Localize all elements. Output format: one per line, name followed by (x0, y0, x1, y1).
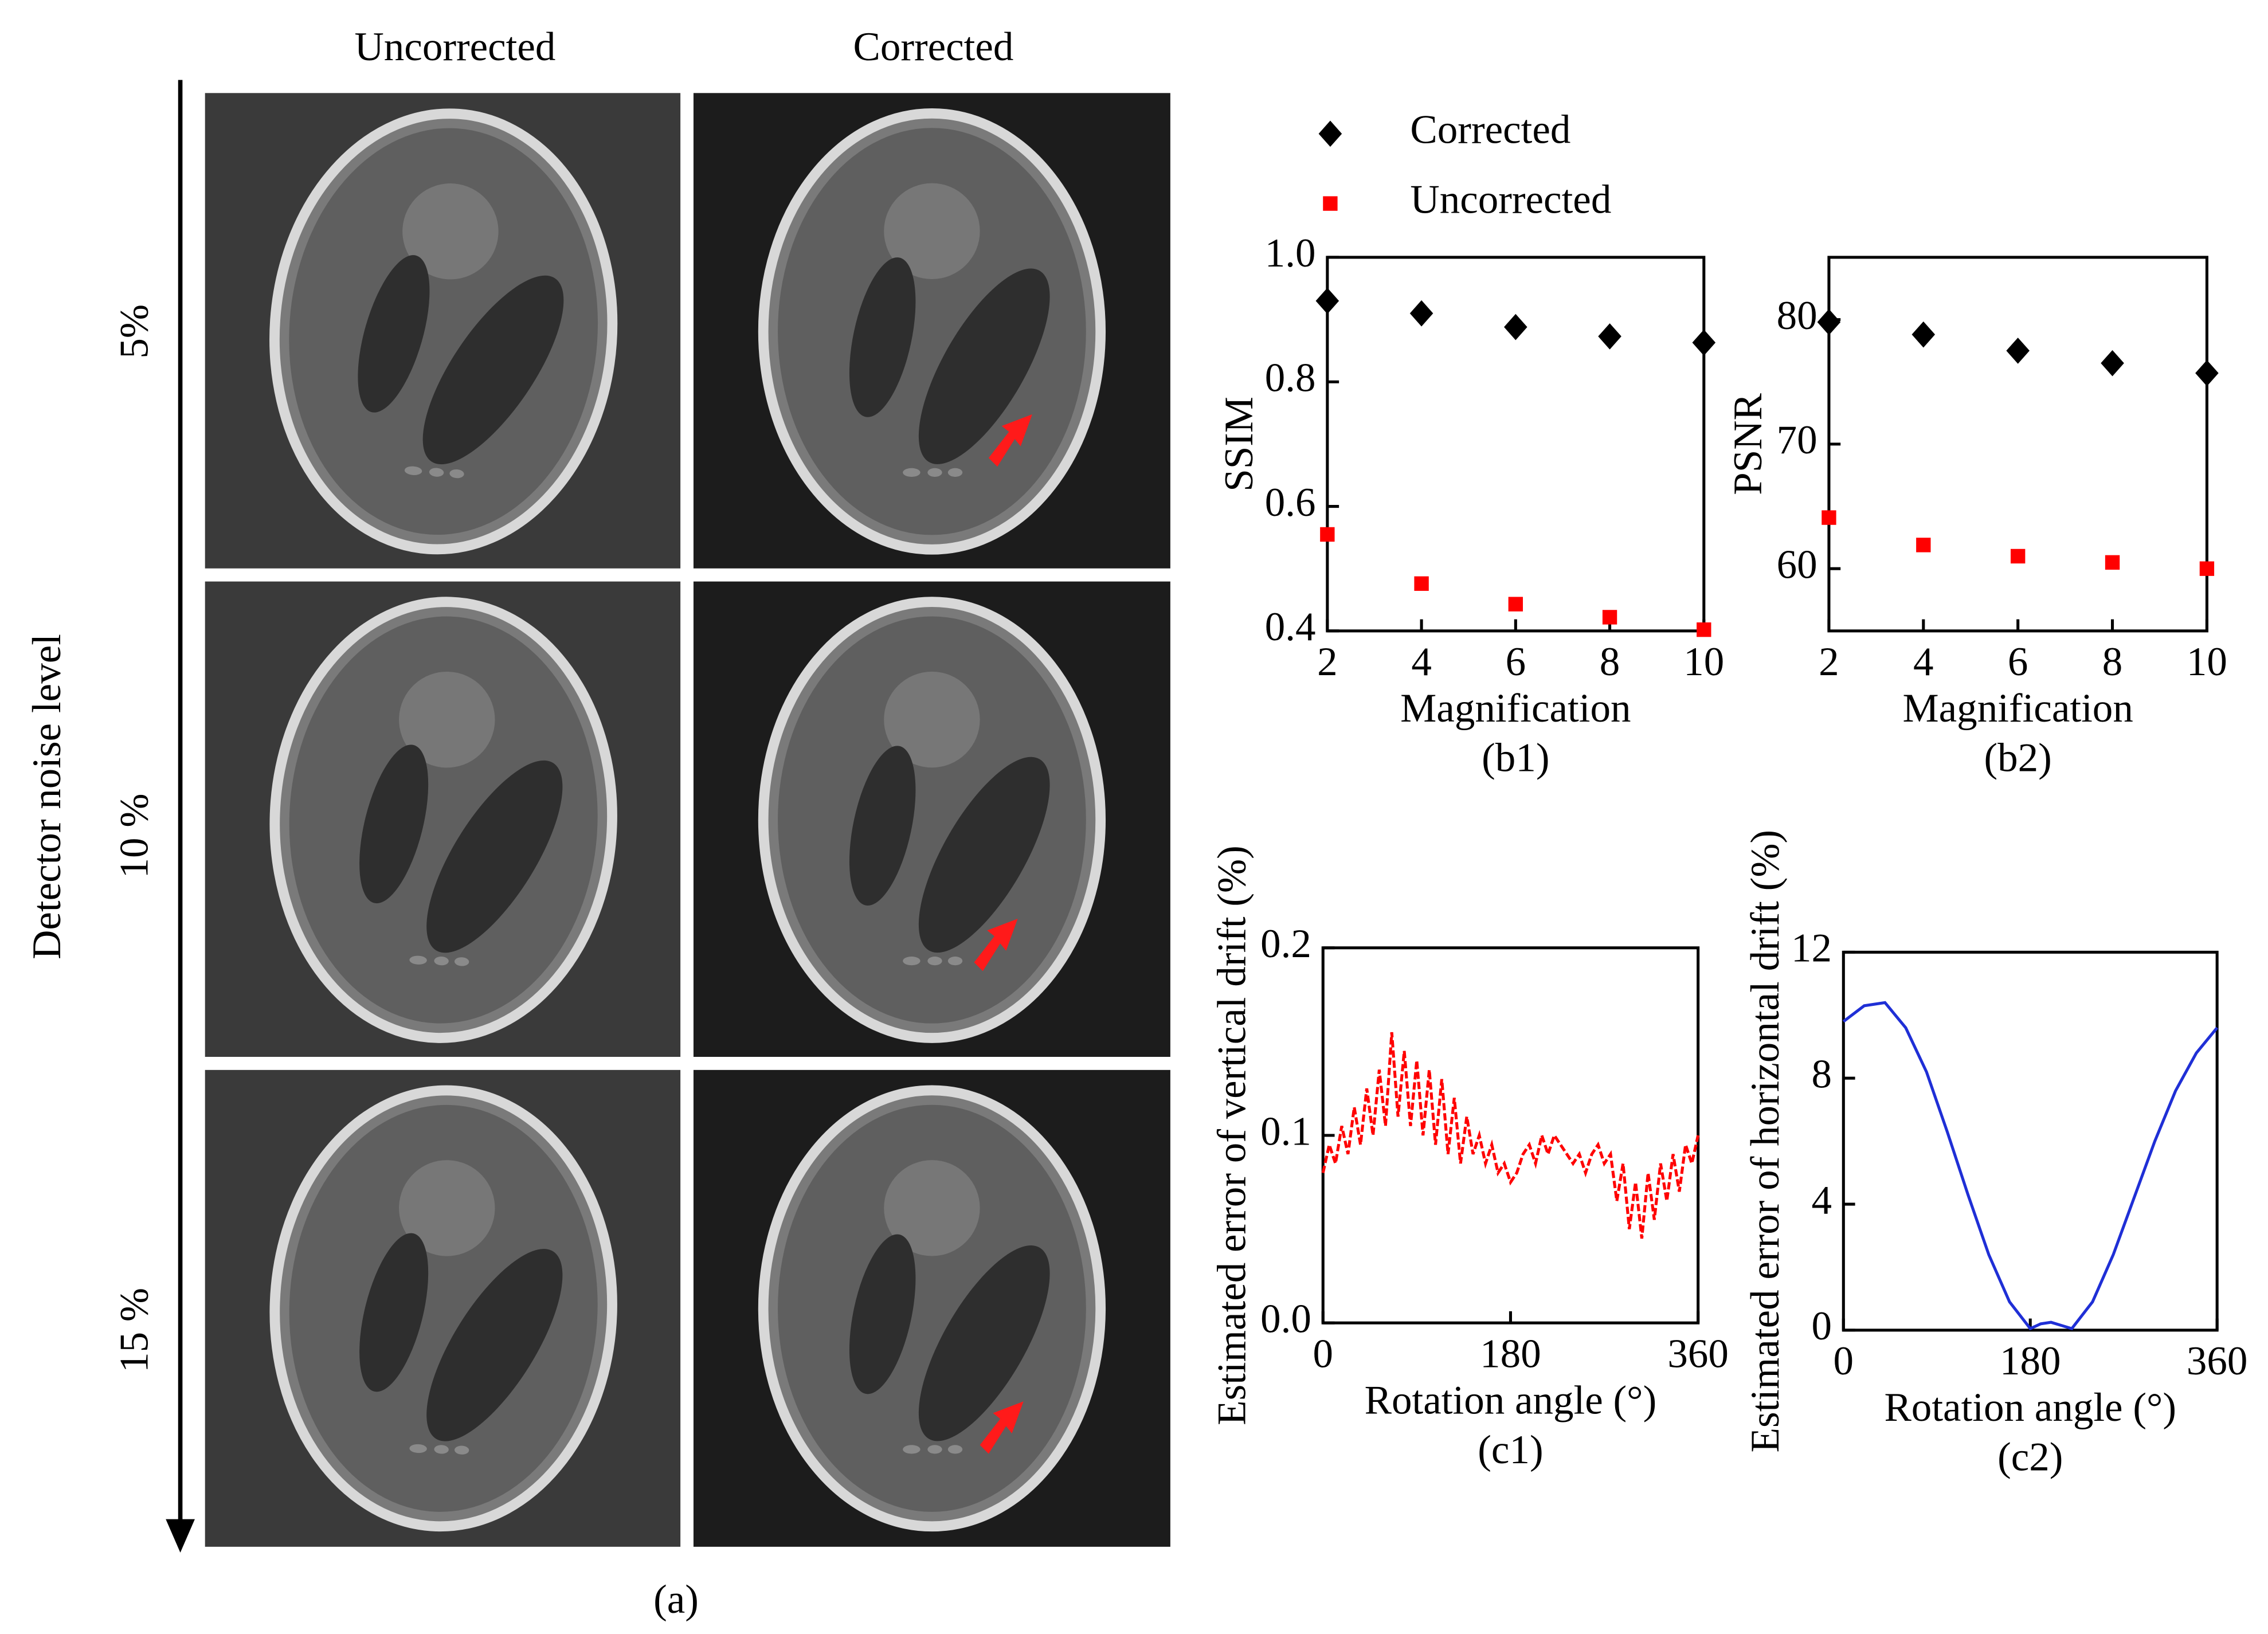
x-tick-label: 2 (1819, 640, 1839, 684)
x-tick-label: 0 (1313, 1331, 1333, 1376)
marker (2199, 561, 2215, 576)
x-tick-label: 360 (1667, 1331, 1729, 1376)
y-axis-label: SSIM (1217, 397, 1262, 492)
column-header: Uncorrected (355, 25, 556, 69)
y-tick-label: 0.8 (1265, 356, 1316, 401)
y-tick-label: 60 (1777, 542, 1817, 587)
panel-a-images (166, 80, 1170, 1553)
y-tick-label: 4 (1811, 1178, 1832, 1222)
x-tick-label: 2 (1317, 640, 1338, 684)
y-tick-label: 70 (1777, 418, 1817, 463)
x-tick-label: 4 (1411, 640, 1432, 684)
marker (1508, 597, 1523, 612)
column-header: Corrected (853, 25, 1013, 69)
axis-label: Detector noise level (25, 634, 69, 959)
marker (2101, 350, 2124, 377)
x-axis-label: Magnification (1400, 686, 1631, 731)
y-tick-label: 8 (1811, 1052, 1832, 1097)
marker (2010, 548, 2026, 564)
legend-marker (1323, 196, 1338, 211)
y-tick-label: 0.1 (1260, 1109, 1311, 1154)
x-axis-label: Rotation angle (°) (1365, 1378, 1657, 1423)
x-tick-label: 10 (2187, 640, 2227, 684)
y-tick-label: 0.6 (1265, 480, 1316, 525)
x-tick-label: 8 (1600, 640, 1620, 684)
row-label: 15 % (112, 1288, 156, 1373)
caption: (b1) (1482, 735, 1549, 780)
x-tick-label: 360 (2187, 1339, 2248, 1384)
line-series (1321, 1032, 1700, 1239)
caption: (c2) (1997, 1435, 2063, 1479)
x-tick-label: 8 (2102, 640, 2123, 684)
marker (1692, 329, 1716, 356)
x-tick-label: 10 (1683, 640, 1724, 684)
y-tick-label: 12 (1791, 926, 1832, 971)
x-tick-label: 6 (1506, 640, 1526, 684)
caption: (a) (653, 1577, 699, 1622)
row-label: 5% (112, 304, 156, 359)
marker (1817, 309, 1841, 335)
plot-frame (1321, 946, 1700, 1325)
y-axis-label: Estimated error of vertical drift (%) (1209, 845, 1254, 1425)
y-tick-label: 0.4 (1265, 605, 1316, 649)
marker (1414, 576, 1429, 591)
x-tick-label: 0 (1834, 1339, 1854, 1384)
caption: (b2) (1984, 735, 2052, 780)
marker (1916, 538, 1931, 552)
marker (1697, 622, 1711, 637)
x-axis-label: Magnification (1903, 686, 2133, 731)
marker (2105, 555, 2120, 570)
marker (1504, 314, 1527, 340)
y-tick-label: 1.0 (1265, 231, 1316, 276)
legend-label: Corrected (1410, 108, 1570, 152)
x-tick-label: 180 (1480, 1331, 1541, 1376)
x-axis-label: Rotation angle (°) (1884, 1385, 2176, 1430)
marker (2006, 338, 2030, 364)
marker (1315, 288, 1339, 314)
plot-frame (1842, 950, 2219, 1332)
y-axis-label: PSNR (1726, 393, 1770, 495)
y-tick-label: 0.0 (1260, 1296, 1311, 1341)
y-tick-label: 0.2 (1260, 922, 1311, 966)
y-tick-label: 0 (1811, 1304, 1832, 1349)
marker (1598, 323, 1621, 350)
marker (1822, 510, 1836, 525)
marker (1602, 610, 1617, 625)
row-label: 10 % (112, 794, 156, 879)
line-series (1842, 1001, 2219, 1331)
plot-frame (1827, 256, 2208, 633)
legend-label: Uncorrected (1410, 177, 1611, 222)
y-axis-label: Estimated error of horizontal drift (%) (1743, 830, 1788, 1453)
x-tick-label: 4 (1913, 640, 1934, 684)
x-tick-label: 6 (2008, 640, 2028, 684)
marker (1320, 527, 1335, 542)
marker (1911, 321, 1936, 348)
plot-frame (1326, 256, 1706, 633)
x-tick-label: 180 (2000, 1339, 2061, 1384)
marker (1409, 300, 1433, 327)
marker (2195, 360, 2219, 386)
y-tick-label: 80 (1777, 293, 1817, 338)
legend-marker (1318, 120, 1342, 147)
caption: (c1) (1478, 1428, 1543, 1472)
